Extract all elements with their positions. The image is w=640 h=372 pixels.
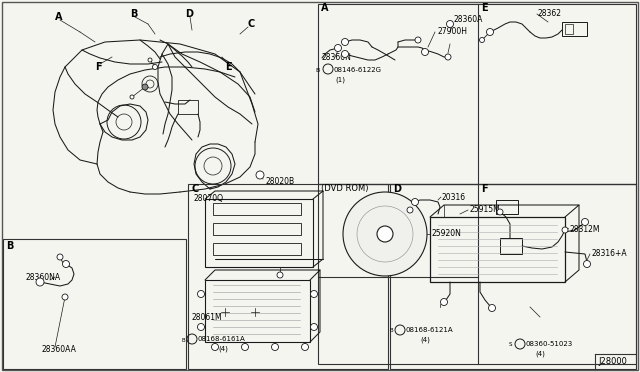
- Bar: [496, 200, 518, 214]
- Text: 28360AA: 28360AA: [42, 346, 77, 355]
- Text: F: F: [481, 184, 488, 194]
- Circle shape: [486, 29, 493, 35]
- Text: 28360A: 28360A: [454, 16, 483, 25]
- Text: (1): (1): [335, 77, 345, 83]
- Text: 28312M: 28312M: [569, 225, 600, 234]
- Circle shape: [57, 254, 63, 260]
- Circle shape: [277, 272, 283, 278]
- Circle shape: [256, 171, 264, 179]
- Text: 28316+A: 28316+A: [591, 250, 627, 259]
- Circle shape: [447, 20, 454, 28]
- Text: B: B: [6, 241, 13, 251]
- Bar: [205, 280, 310, 342]
- Circle shape: [445, 54, 451, 60]
- Bar: [500, 238, 522, 254]
- Circle shape: [198, 291, 205, 298]
- Text: 27900H: 27900H: [438, 28, 468, 36]
- Circle shape: [343, 192, 427, 276]
- Bar: [3, 239, 186, 369]
- Circle shape: [152, 64, 157, 70]
- Text: D: D: [185, 9, 193, 19]
- Bar: [390, 184, 636, 369]
- Text: (4): (4): [218, 346, 228, 352]
- Circle shape: [271, 343, 278, 350]
- Bar: [430, 217, 565, 282]
- Circle shape: [497, 209, 503, 215]
- Circle shape: [415, 37, 421, 43]
- Text: A: A: [321, 3, 328, 13]
- Bar: [205, 199, 313, 267]
- Circle shape: [440, 298, 447, 305]
- Bar: [188, 184, 388, 369]
- Text: (4): (4): [535, 351, 545, 357]
- Circle shape: [488, 305, 495, 311]
- Bar: [178, 100, 198, 114]
- Text: (DVD ROM): (DVD ROM): [321, 185, 369, 193]
- Text: S: S: [508, 343, 512, 347]
- Text: B: B: [389, 328, 393, 334]
- Circle shape: [148, 58, 152, 62]
- Circle shape: [407, 207, 413, 213]
- Circle shape: [62, 294, 68, 300]
- Text: 25920N: 25920N: [432, 230, 462, 238]
- Text: 08168-6161A: 08168-6161A: [198, 336, 246, 342]
- Circle shape: [412, 199, 419, 205]
- Circle shape: [198, 324, 205, 330]
- Text: 20316: 20316: [442, 192, 466, 202]
- Circle shape: [211, 343, 218, 350]
- Circle shape: [562, 227, 568, 233]
- Text: 28360NA: 28360NA: [25, 273, 60, 282]
- Text: 08146-6122G: 08146-6122G: [334, 67, 382, 73]
- Circle shape: [142, 84, 148, 90]
- Text: 28070Q: 28070Q: [193, 193, 223, 202]
- Text: 28362: 28362: [538, 10, 562, 19]
- Text: 25915M: 25915M: [470, 205, 500, 215]
- Circle shape: [422, 48, 429, 55]
- Circle shape: [130, 95, 134, 99]
- Circle shape: [63, 260, 70, 267]
- Text: J28000: J28000: [598, 357, 627, 366]
- Bar: [565, 24, 573, 34]
- Circle shape: [335, 45, 342, 51]
- Circle shape: [310, 291, 317, 298]
- Text: 08360-51023: 08360-51023: [526, 341, 573, 347]
- Circle shape: [310, 324, 317, 330]
- Circle shape: [301, 343, 308, 350]
- Text: C: C: [248, 19, 255, 29]
- Bar: [562, 22, 587, 36]
- Circle shape: [584, 260, 591, 267]
- Bar: [318, 4, 636, 184]
- Text: A: A: [55, 12, 63, 22]
- Text: E: E: [225, 62, 232, 72]
- Circle shape: [342, 38, 349, 45]
- Text: B: B: [130, 9, 138, 19]
- Circle shape: [36, 278, 44, 286]
- Text: B: B: [316, 67, 320, 73]
- Text: 28020B: 28020B: [265, 177, 294, 186]
- Text: D: D: [393, 184, 401, 194]
- Bar: [213, 203, 301, 215]
- Text: C: C: [191, 184, 198, 194]
- Text: 28061M: 28061M: [192, 312, 223, 321]
- Text: B: B: [181, 337, 185, 343]
- Circle shape: [377, 226, 393, 242]
- Bar: [213, 243, 301, 255]
- Circle shape: [479, 38, 484, 42]
- Text: E: E: [481, 3, 488, 13]
- Text: 08168-6121A: 08168-6121A: [406, 327, 454, 333]
- Circle shape: [342, 51, 349, 58]
- Circle shape: [241, 343, 248, 350]
- Bar: [213, 223, 301, 235]
- Text: (4): (4): [420, 337, 430, 343]
- Text: 28360N: 28360N: [321, 52, 351, 61]
- Circle shape: [582, 218, 589, 225]
- Text: F: F: [95, 62, 102, 72]
- Bar: [318, 184, 636, 364]
